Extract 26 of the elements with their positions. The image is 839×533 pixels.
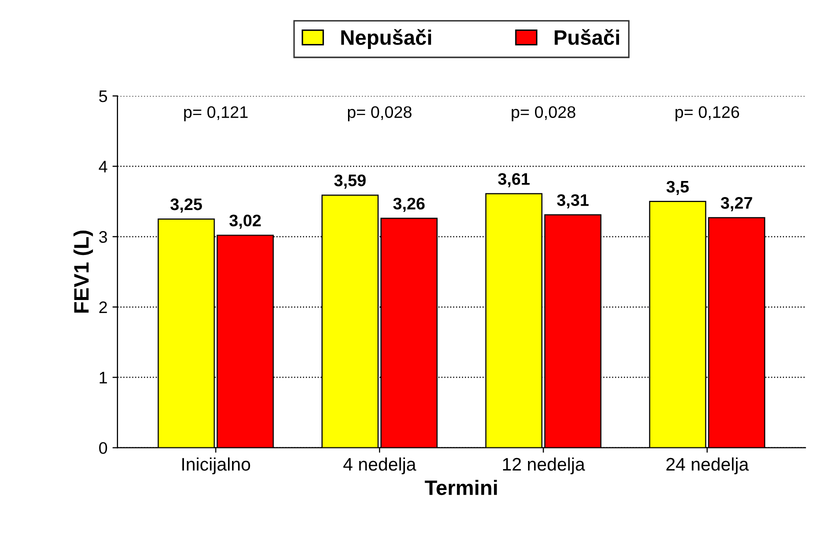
x-tick-label: 24 nedelja: [666, 457, 749, 474]
data-label: 3,31: [557, 194, 589, 208]
data-label: 3,5: [666, 180, 689, 196]
legend-label: Pušači: [554, 29, 620, 45]
data-label: 3,26: [393, 198, 425, 212]
x-axis-title: Termini: [424, 480, 497, 496]
annotation: p= 0,126: [676, 106, 740, 122]
y-tick-label: 5: [99, 90, 108, 102]
data-label: 3,02: [229, 214, 261, 229]
x-tick-label: Inicijalno: [182, 457, 250, 474]
y-tick-label: 4: [98, 160, 108, 172]
y-tick-label: 2: [99, 301, 107, 314]
data-label: 3,27: [720, 197, 752, 212]
data-label: 3,61: [498, 173, 530, 188]
data-label: 3,25: [170, 198, 202, 213]
y-tick-label: 1: [100, 372, 107, 384]
y-axis-title: FEV1 (L): [73, 230, 93, 313]
x-tick-label: 4 nedelja: [343, 457, 416, 474]
y-tick-label: 0: [99, 442, 108, 454]
data-label: 3,59: [334, 174, 366, 189]
x-tick-label: 12 nedelja: [503, 457, 586, 474]
annotation: p= 0,028: [348, 106, 412, 122]
annotation: p= 0,028: [512, 106, 576, 122]
y-tick-label: 3: [99, 231, 108, 243]
legend-label: Nepušači: [341, 29, 432, 50]
annotation: p= 0,121: [184, 106, 248, 122]
